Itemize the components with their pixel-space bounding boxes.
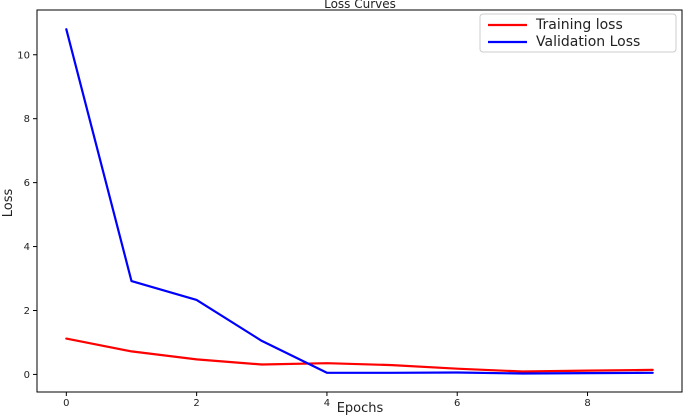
y-axis-label: Loss	[1, 189, 16, 218]
x-tick-label: 4	[324, 398, 330, 409]
legend-box	[479, 13, 677, 53]
y-tick-label: 0	[24, 370, 30, 381]
y-tick-label: 10	[17, 50, 30, 61]
legend-label-training: Training loss	[535, 17, 623, 33]
y-tick-label: 2	[24, 306, 30, 317]
series-line-validation-loss	[65, 28, 654, 375]
legend: Training loss Validation Loss	[479, 13, 677, 53]
x-tick-label: 2	[193, 398, 199, 409]
chart-title: Loss Curves	[324, 0, 396, 11]
x-tick-label: 8	[584, 398, 590, 409]
y-axis-ticks: 0 2 4 6 8 10	[17, 50, 37, 381]
x-tick-label: 0	[63, 398, 69, 409]
series-line-training-loss	[65, 337, 654, 373]
series-group	[65, 28, 654, 375]
x-axis-label: Epochs	[337, 401, 384, 415]
y-tick-label: 4	[24, 242, 30, 253]
y-tick-label: 8	[24, 114, 30, 125]
plot-frame	[36, 9, 683, 393]
legend-label-validation: Validation Loss	[536, 34, 640, 50]
x-axis-ticks: 0 2 4 6 8	[63, 392, 591, 409]
y-tick-label: 6	[24, 178, 30, 189]
x-tick-label: 6	[454, 398, 460, 409]
